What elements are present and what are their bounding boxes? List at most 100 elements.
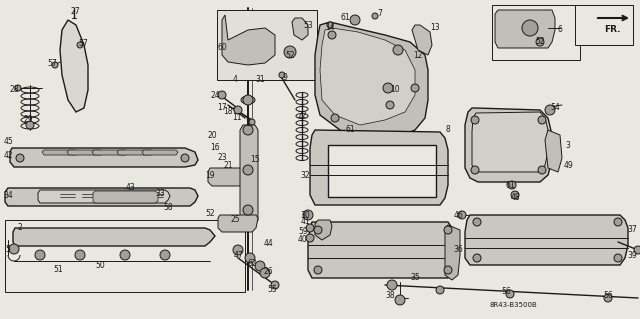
Polygon shape <box>445 225 460 280</box>
Text: 14: 14 <box>325 24 335 33</box>
Polygon shape <box>208 168 252 186</box>
Circle shape <box>75 250 85 260</box>
Circle shape <box>444 226 452 234</box>
Text: 19: 19 <box>205 170 215 180</box>
Circle shape <box>471 166 479 174</box>
Circle shape <box>444 266 452 274</box>
Circle shape <box>506 290 514 298</box>
Circle shape <box>181 154 189 162</box>
Circle shape <box>511 191 519 199</box>
Bar <box>492 5 580 60</box>
Text: 61: 61 <box>505 181 515 189</box>
Circle shape <box>545 105 555 115</box>
Text: 43: 43 <box>125 183 135 192</box>
Text: 2: 2 <box>18 224 22 233</box>
Text: 62: 62 <box>247 258 257 268</box>
Polygon shape <box>92 150 128 155</box>
Circle shape <box>508 181 516 189</box>
Circle shape <box>26 121 34 129</box>
Polygon shape <box>117 150 153 155</box>
Circle shape <box>15 85 21 91</box>
Text: 9: 9 <box>283 73 287 83</box>
Circle shape <box>16 154 24 162</box>
Polygon shape <box>315 220 332 240</box>
Polygon shape <box>218 215 258 232</box>
Polygon shape <box>142 150 178 155</box>
Polygon shape <box>38 190 170 203</box>
Text: 5: 5 <box>6 246 10 255</box>
Text: 53: 53 <box>303 20 313 29</box>
Text: 44: 44 <box>263 239 273 248</box>
Polygon shape <box>93 191 158 203</box>
Text: 47: 47 <box>233 250 243 259</box>
Polygon shape <box>412 25 432 55</box>
Text: 42: 42 <box>3 151 13 160</box>
Text: 16: 16 <box>210 144 220 152</box>
Circle shape <box>473 218 481 226</box>
Text: 37: 37 <box>627 226 637 234</box>
Text: 32: 32 <box>300 170 310 180</box>
Text: 50: 50 <box>95 261 105 270</box>
Polygon shape <box>42 150 78 155</box>
Text: 38: 38 <box>385 291 395 300</box>
Bar <box>328 145 436 197</box>
Text: 55: 55 <box>267 286 277 294</box>
Text: 59: 59 <box>298 227 308 236</box>
Circle shape <box>614 218 622 226</box>
Text: 56: 56 <box>603 292 613 300</box>
Text: 10: 10 <box>390 85 400 94</box>
Circle shape <box>279 72 285 78</box>
Text: 60: 60 <box>217 43 227 53</box>
Text: 15: 15 <box>250 155 260 165</box>
Polygon shape <box>240 125 258 224</box>
Circle shape <box>271 281 279 289</box>
Text: 20: 20 <box>207 130 217 139</box>
Polygon shape <box>315 22 428 140</box>
Circle shape <box>284 46 296 58</box>
Text: 41: 41 <box>300 218 310 226</box>
Text: 36: 36 <box>453 246 463 255</box>
Circle shape <box>233 245 243 255</box>
Text: 61: 61 <box>345 125 355 135</box>
Polygon shape <box>67 150 103 155</box>
Text: 6: 6 <box>557 26 563 34</box>
Polygon shape <box>310 130 448 205</box>
Circle shape <box>77 42 83 48</box>
Polygon shape <box>465 108 552 182</box>
Text: 34: 34 <box>3 191 13 201</box>
Circle shape <box>9 244 19 254</box>
Circle shape <box>234 106 242 114</box>
Circle shape <box>604 294 612 302</box>
Circle shape <box>245 253 255 263</box>
Circle shape <box>634 246 640 254</box>
Polygon shape <box>222 15 275 65</box>
Polygon shape <box>472 112 548 172</box>
Text: 40: 40 <box>298 235 308 244</box>
Polygon shape <box>545 130 562 172</box>
Text: 12: 12 <box>413 50 423 60</box>
Circle shape <box>614 254 622 262</box>
Circle shape <box>350 15 360 25</box>
Ellipse shape <box>241 206 255 214</box>
Circle shape <box>471 116 479 124</box>
Text: 17: 17 <box>217 102 227 112</box>
Circle shape <box>383 83 393 93</box>
Ellipse shape <box>241 126 255 134</box>
Polygon shape <box>60 20 88 112</box>
Text: 61: 61 <box>340 13 350 23</box>
Circle shape <box>314 266 322 274</box>
Circle shape <box>538 166 546 174</box>
Circle shape <box>120 250 130 260</box>
Text: 57: 57 <box>47 58 57 68</box>
Circle shape <box>538 116 546 124</box>
Circle shape <box>306 234 314 242</box>
Text: 18: 18 <box>223 108 233 116</box>
Text: FR.: FR. <box>604 26 620 34</box>
Text: 27: 27 <box>70 8 80 17</box>
Circle shape <box>458 211 466 219</box>
Text: 56: 56 <box>501 287 511 296</box>
Text: 21: 21 <box>223 160 233 169</box>
Text: 11: 11 <box>232 114 242 122</box>
Polygon shape <box>292 18 308 40</box>
Text: 22: 22 <box>297 110 307 120</box>
